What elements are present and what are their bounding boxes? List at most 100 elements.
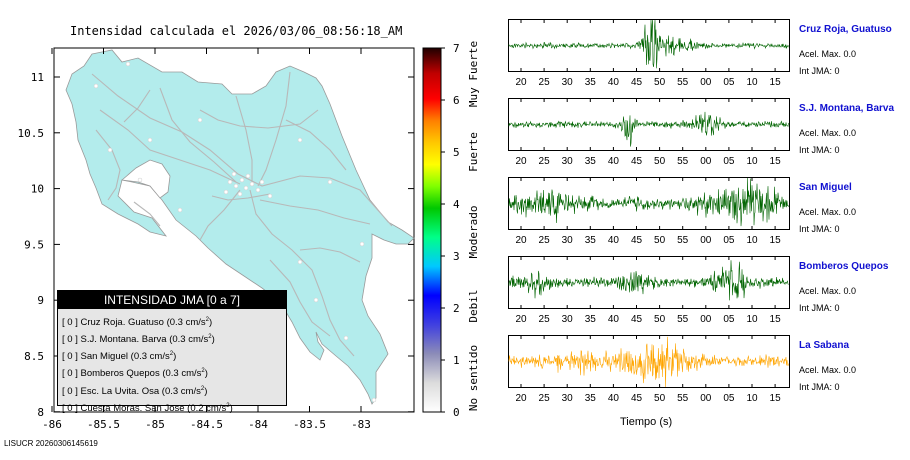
time-tick-label: 55 [677, 314, 689, 325]
legend-station: S.J. Montana. Barva [77, 334, 170, 346]
legend-accel-exp: 2 [200, 385, 205, 392]
time-tick-label: 15 [770, 235, 782, 246]
time-tick-label: 00 [700, 77, 712, 88]
colorbar-ticks: 7 6 5 4 3 2 1 0 [441, 42, 460, 419]
colorbar-tick-label: 6 [453, 94, 460, 107]
footer-id: LISUCR 20260306145619 [4, 439, 98, 448]
legend-station: Cruz Roja. Guatuso [77, 317, 167, 329]
time-tick-label: 05 [723, 156, 735, 167]
legend-accel-close: ) [211, 334, 215, 346]
legend-accel: (0.3 cm/s [166, 317, 206, 329]
time-tick-label: 20 [515, 77, 527, 88]
gulf-of-nicoya [121, 159, 171, 199]
time-tick-label: 25 [539, 77, 551, 88]
legend-level: [ 0 ] [62, 368, 78, 380]
time-tick-label: 10 [746, 314, 758, 325]
waveform-panel: 20 25 30 35 40 45 50 55 00 05 10 15 [508, 335, 790, 404]
intensity-legend: INTENSIDAD JMA [0 a 7] [ 0 ] Cruz Roja. … [57, 290, 287, 414]
time-tick-label: 30 [562, 156, 574, 167]
station-name: S.J. Montana, Barva [799, 103, 895, 114]
time-tick-label: 25 [539, 156, 551, 167]
legend-station: Bomberos Quepos [77, 368, 163, 380]
colorbar-tick-label: 4 [453, 198, 460, 211]
time-tick-label: 10 [746, 77, 758, 88]
time-tick-label: 55 [677, 393, 689, 404]
map-x-tick-label: -84.5 [190, 418, 223, 431]
legend-accel: (0.3 cm/s [130, 351, 170, 363]
time-tick-label: 35 [585, 314, 597, 325]
colorbar-class-label: Moderado [467, 206, 480, 259]
time-tick-label: 55 [677, 77, 689, 88]
time-tick-label: 10 [746, 156, 758, 167]
time-tick-label: 00 [700, 156, 712, 167]
legend-accel-close: ) [204, 385, 208, 397]
time-tick-label: 30 [562, 314, 574, 325]
time-tick-label: 00 [700, 393, 712, 404]
legend-accel: (0.3 cm/s [162, 368, 202, 380]
legend-station: San Miguel [77, 351, 131, 363]
station-name: Cruz Roja, Guatuso [799, 24, 892, 35]
time-tick-label: 40 [608, 77, 620, 88]
colorbar-class-label: No sentido [467, 345, 480, 411]
station-intensity: Int JMA: 0 [799, 303, 840, 313]
station-accel: Acel. Max. 0.0 [799, 207, 857, 217]
legend-item: [ 0 ] Esc. La Uvita. Osa (0.3 cm/s2) [62, 382, 286, 399]
time-tick-label: 20 [515, 156, 527, 167]
colorbar-tick-label: 3 [453, 250, 460, 263]
legend-list: [ 0 ] Cruz Roja. Guatuso (0.3 cm/s2)[ 0 … [58, 309, 286, 416]
station-markers [93, 61, 377, 403]
legend-accel-close: ) [229, 402, 233, 414]
time-tick-label: 15 [770, 77, 782, 88]
map-title: Intensidad calculada el 2026/03/06_08:56… [70, 24, 403, 38]
time-tick-label: 45 [631, 77, 643, 88]
legend-station: Cuesta Moras. San Jose [77, 402, 188, 414]
legend-item: [ 0 ] S.J. Montana. Barva (0.3 cm/s2) [62, 330, 286, 347]
map-x-tick-label: -85 [145, 418, 165, 431]
time-tick-label: 05 [723, 77, 735, 88]
colorbar-tick-label: 2 [453, 302, 460, 315]
map-x-tick-label: -84 [248, 418, 268, 431]
map-y-tick-label: 9 [37, 294, 44, 307]
station-name: Bomberos Quepos [799, 261, 889, 272]
station-name: La Sabana [799, 340, 850, 351]
legend-accel-exp: 2 [201, 368, 205, 375]
station-intensity: Int JMA: 0 [799, 145, 840, 155]
legend-accel-close: ) [204, 368, 208, 380]
map-x-tick-label: -85.5 [87, 418, 120, 431]
colorbar-labels: Muy Fuerte Fuerte Moderado Debil No sentido [467, 41, 480, 411]
station-accel: Acel. Max. 0.0 [799, 286, 857, 296]
legend-accel-exp: 2 [208, 334, 212, 341]
time-axis-title: Tiempo (s) [620, 416, 673, 428]
time-tick-label: 20 [515, 235, 527, 246]
map-y-tick-label: 9.5 [24, 238, 44, 251]
time-tick-label: 00 [700, 314, 712, 325]
time-tick-label: 45 [631, 156, 643, 167]
time-tick-label: 40 [608, 393, 620, 404]
time-tick-label: 50 [654, 393, 666, 404]
legend-item: [ 0 ] Cruz Roja. Guatuso (0.3 cm/s2) [62, 313, 286, 330]
time-tick-label: 05 [723, 235, 735, 246]
time-tick-label: 15 [770, 314, 782, 325]
legend-item: [ 0 ] Bomberos Quepos (0.3 cm/s2) [62, 364, 286, 381]
time-tick-label: 00 [700, 235, 712, 246]
time-tick-label: 35 [585, 235, 597, 246]
colorbar-tick-label: 1 [453, 354, 460, 367]
time-tick-label: 20 [515, 314, 527, 325]
time-tick-label: 35 [585, 393, 597, 404]
station-accel: Acel. Max. 0.0 [799, 365, 857, 375]
legend-level: [ 0 ] [62, 334, 78, 346]
time-tick-label: 40 [608, 156, 620, 167]
time-tick-label: 50 [654, 314, 666, 325]
station-intensity: Int JMA: 0 [799, 382, 840, 392]
time-tick-label: 10 [746, 235, 758, 246]
colorbar-class-label: Debil [467, 289, 480, 322]
legend-accel-exp: 2 [169, 351, 174, 358]
time-tick-label: 45 [631, 393, 643, 404]
map-y-tick-label: 10 [31, 183, 44, 196]
legend-item: [ 0 ] Cuesta Moras. San Jose (0.2 cm/s2) [62, 399, 286, 416]
legend-accel: (0.2 cm/s [187, 402, 227, 414]
colorbar-gradient [422, 47, 442, 413]
road-network [91, 71, 393, 357]
map-x-axis: -86 -85.5 -85 -84.5 -84 -83.5 -83 [42, 48, 371, 431]
costa-rica-land [65, 49, 415, 405]
